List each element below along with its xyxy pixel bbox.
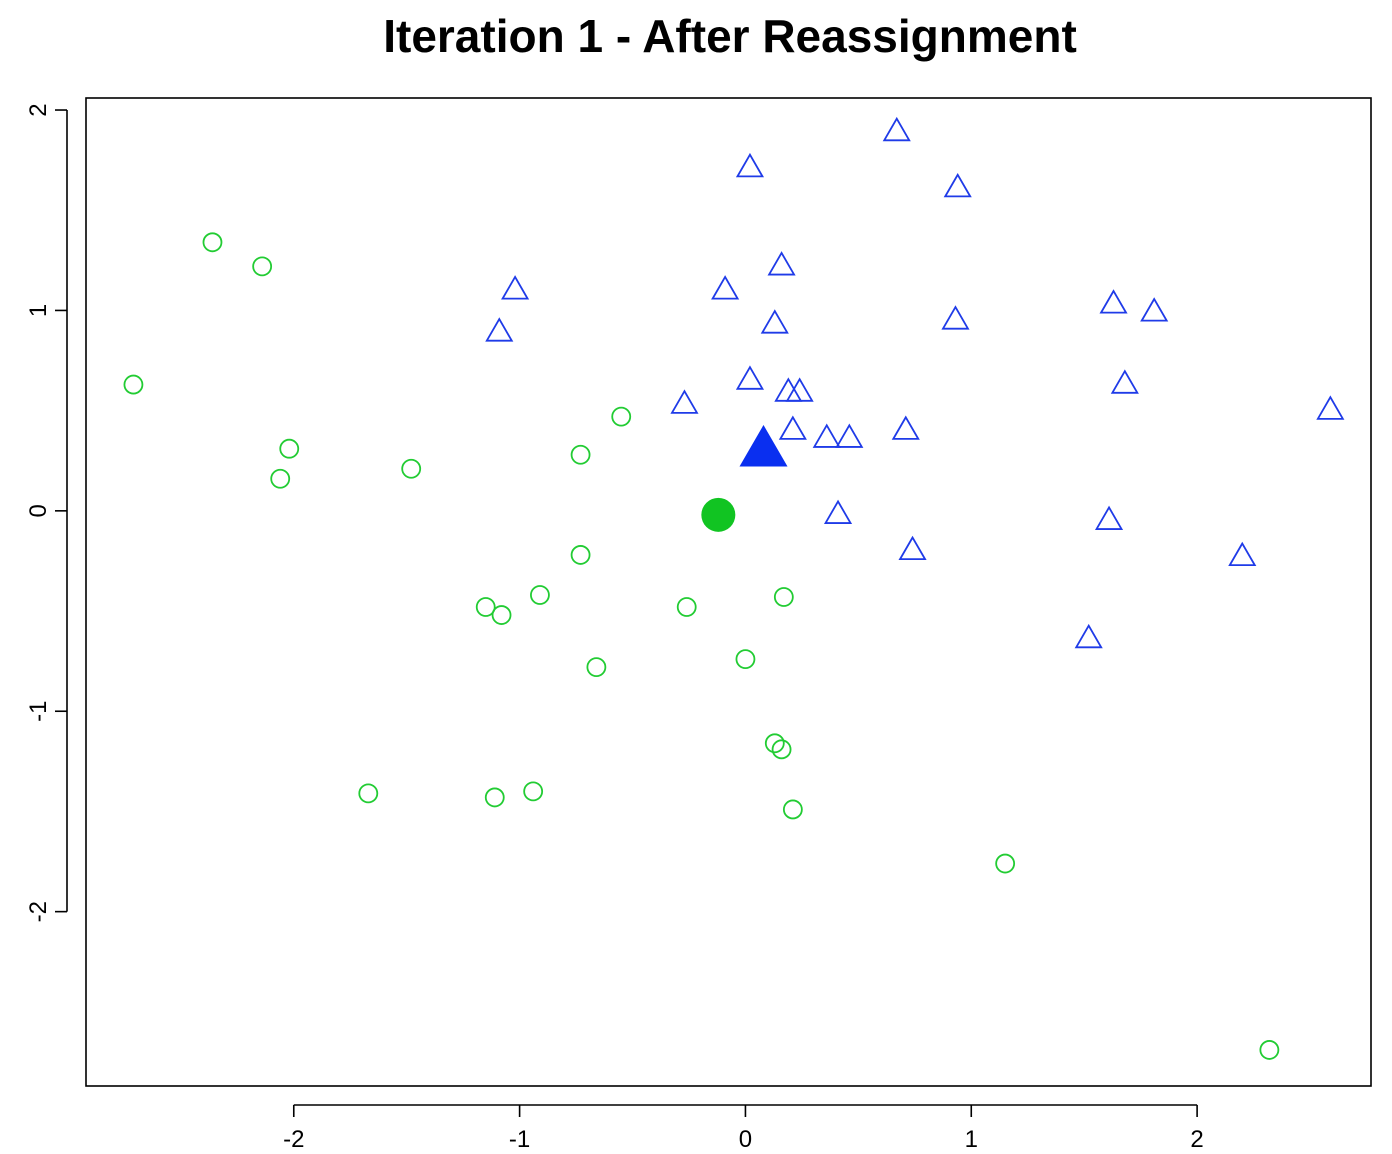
cluster-point-triangle [898,535,927,561]
x-tick-label: 0 [739,1126,752,1153]
cluster-point-circle [270,468,291,489]
cluster-point-circle [530,585,550,605]
cluster-point-circle [570,545,591,565]
cluster-point-circle [123,374,144,395]
plot-frame [85,97,1372,1087]
chart-title: Iteration 1 - After Reassignment [383,10,1077,62]
cluster-point-circle [570,444,591,465]
x-tick-label: -1 [509,1126,530,1153]
cluster-point-triangle [735,152,765,178]
cluster-point-circle [764,733,785,754]
cluster-point-triangle [778,415,807,440]
y-tick-label: 2 [25,103,52,116]
cluster-point-triangle [1228,541,1257,567]
cluster-point-circle [401,458,422,479]
cluster-point-circle [735,649,756,670]
cluster-point-triangle [891,415,920,440]
data-points [123,116,1345,1060]
cluster-point-triangle [835,423,864,448]
x-tick-label: -2 [283,1126,304,1153]
cluster-point-circle [1259,1040,1280,1060]
cluster-point-circle [771,739,792,760]
y-axis: -2 -1 0 1 2 [25,103,68,922]
cluster-point-triangle [767,251,796,276]
cluster-point-triangle [785,377,814,402]
cluster-point-circle [773,587,794,607]
cluster-point-circle [484,787,505,808]
cluster-point-circle [611,406,632,427]
y-tick-label: -1 [25,701,52,722]
cluster-point-circle [782,799,803,820]
y-tick-label: -2 [25,901,52,922]
cluster-point-triangle [501,275,530,300]
cluster-point-triangle [1099,289,1128,314]
centroid-triangle [739,424,788,467]
cluster-point-triangle [823,499,853,524]
cluster-point-triangle [882,116,911,142]
y-tick-label: 1 [25,304,52,317]
cluster-point-circle [252,256,273,277]
cluster-point-triangle [943,172,972,198]
x-tick-label: 2 [1190,1126,1203,1153]
cluster-point-circle [279,438,300,459]
cluster-point-triangle [1110,369,1139,394]
cluster-point-circle [491,605,512,625]
cluster-point-triangle [1140,297,1169,322]
centroids [701,424,788,532]
cluster-point-triangle [670,389,699,414]
cluster-point-circle [995,853,1016,874]
centroid-circle [701,497,736,532]
cluster-point-circle [676,597,697,617]
cluster-point-circle [202,232,223,253]
cluster-point-triangle [760,309,789,334]
cluster-point-circle [475,597,496,617]
cluster-point-triangle [735,365,765,390]
y-tick-label: 0 [25,504,52,517]
cluster-point-triangle [1074,623,1103,649]
cluster-point-circle [523,781,544,802]
cluster-point-triangle [1316,395,1345,420]
cluster-point-triangle [812,423,841,448]
cluster-point-triangle [1094,505,1124,530]
cluster-point-triangle [485,317,514,342]
x-tick-label: 1 [965,1126,978,1153]
cluster-point-circle [358,783,379,804]
cluster-point-triangle [711,275,740,300]
cluster-point-triangle [941,305,970,330]
cluster-point-circle [586,657,607,678]
x-axis: -2 -1 0 1 2 [283,1104,1204,1153]
